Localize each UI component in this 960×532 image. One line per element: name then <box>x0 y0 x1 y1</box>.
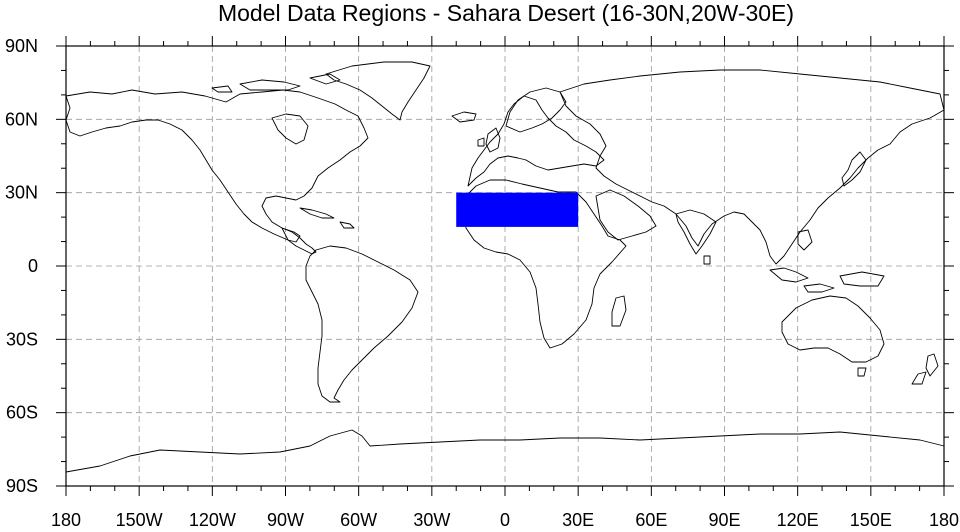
coastline-hudson-bay <box>271 113 309 145</box>
x-tick-label: 90E <box>708 510 740 530</box>
x-tick-label: 60E <box>635 510 667 530</box>
coastline-asia <box>559 69 945 265</box>
coastline-arctic-islands <box>211 73 341 93</box>
coastline-australia <box>781 295 885 363</box>
map-title: Model Data Regions - Sahara Desert (16-3… <box>218 0 794 26</box>
x-tick-label: 120E <box>777 510 819 530</box>
coastline-british-isles <box>477 127 501 153</box>
x-tick-label: 90W <box>267 510 304 530</box>
coastline-indonesia <box>769 229 885 293</box>
x-tick-label: 150E <box>850 510 892 530</box>
coastline-europe <box>467 95 605 187</box>
coastline-japan <box>841 151 867 187</box>
coastline-sri-lanka <box>703 255 711 265</box>
sahara-desert-region <box>456 192 579 227</box>
x-tick-label: 60W <box>340 510 377 530</box>
coastline-africa <box>463 179 627 349</box>
x-tick-label: 30E <box>562 510 594 530</box>
axis-tick-labels: 180 150W 120W 90W 60W 30W 0 30E 60E 90E 120E 150E 18… <box>5 36 959 530</box>
coastline-tasmania <box>857 367 867 377</box>
y-tick-label: 0 <box>28 256 38 276</box>
coastline-india <box>675 209 717 255</box>
coastline-scandinavia <box>505 87 567 133</box>
axis-ticks <box>56 36 954 496</box>
y-tick-label: 90N <box>5 36 38 56</box>
coastline-north-america <box>65 89 369 243</box>
x-tick-label: 120W <box>189 510 236 530</box>
graticule <box>66 46 944 486</box>
y-tick-label: 90S <box>6 476 38 496</box>
x-tick-label: 0 <box>500 510 510 530</box>
coastline-iceland <box>451 111 477 123</box>
y-tick-label: 60S <box>6 403 38 423</box>
x-tick-label: 180 <box>929 510 959 530</box>
coastline-caribbean <box>299 207 355 229</box>
coastline-antarctica <box>65 429 945 487</box>
coastline-arabia <box>595 189 657 241</box>
y-tick-label: 30S <box>6 329 38 349</box>
x-tick-label: 30W <box>413 510 450 530</box>
y-tick-label: 30N <box>5 183 38 203</box>
x-tick-label: 150W <box>116 510 163 530</box>
coastlines <box>65 61 945 487</box>
coastline-madagascar <box>611 295 627 327</box>
coastline-greenland <box>325 61 431 121</box>
x-tick-label: 180 <box>51 510 81 530</box>
coastline-south-america <box>305 245 419 403</box>
coastline-central-america <box>281 227 317 255</box>
coastline-new-zealand <box>911 353 939 385</box>
y-tick-label: 60N <box>5 109 38 129</box>
